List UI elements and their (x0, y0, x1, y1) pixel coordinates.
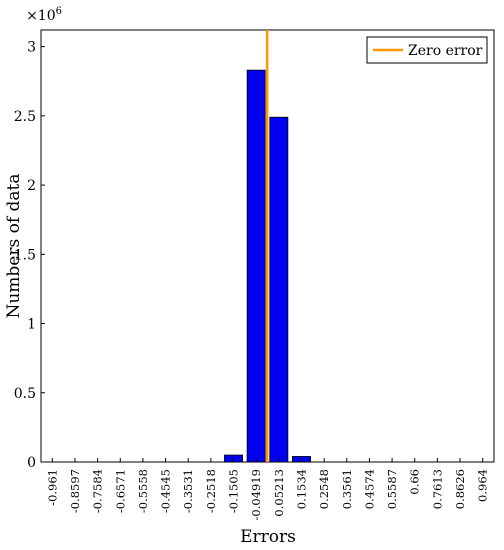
bar (269, 116, 289, 463)
x-axis-label: Errors (240, 527, 296, 547)
y-tick-label: 0 (27, 455, 36, 471)
x-tick-label: 0.964 (476, 469, 490, 502)
x-tick-label: 0.1534 (294, 469, 308, 509)
x-tick-label: 0.05213 (272, 469, 286, 517)
y-tick-label: 1.5 (14, 247, 36, 263)
bar (246, 69, 266, 463)
x-tick-label: 0.66 (408, 469, 422, 495)
x-tick-label: 0.7613 (430, 469, 444, 509)
y-tick-label: 0.5 (14, 386, 36, 402)
y-exponent: 6 (56, 6, 62, 17)
x-tick-label: -0.6571 (113, 469, 127, 513)
x-tick-label: -0.7584 (91, 469, 105, 513)
x-tick-label: -0.2518 (204, 469, 218, 513)
x-tick-label: -0.1505 (227, 469, 241, 513)
x-tick-label: -0.5558 (136, 469, 150, 513)
y-tick-label: 1 (27, 317, 36, 333)
y-tick-label: 2.5 (14, 109, 36, 125)
y-tick-label: 2 (27, 178, 36, 194)
x-tick-label: -0.3531 (181, 469, 195, 513)
legend: Zero error (366, 36, 488, 64)
x-tick-label: -0.961 (45, 469, 59, 506)
x-tick-label: 0.4574 (362, 469, 376, 509)
y-tick-label: 3 (27, 40, 36, 56)
x-tick-label: 0.3561 (340, 469, 354, 509)
x-tick-label: -0.04919 (249, 469, 263, 520)
x-tick-label: -0.8597 (68, 469, 82, 513)
x-tick-label: 0.5587 (385, 469, 399, 509)
y-multiplier: ×106 (26, 6, 62, 24)
x-tick-label: 0.2548 (317, 469, 331, 509)
x-tick-label: -0.4545 (159, 469, 173, 513)
legend-label: Zero error (408, 43, 483, 59)
x-tick-label: 0.8626 (453, 469, 467, 509)
y-axis-label: Numbers of data (4, 173, 24, 318)
